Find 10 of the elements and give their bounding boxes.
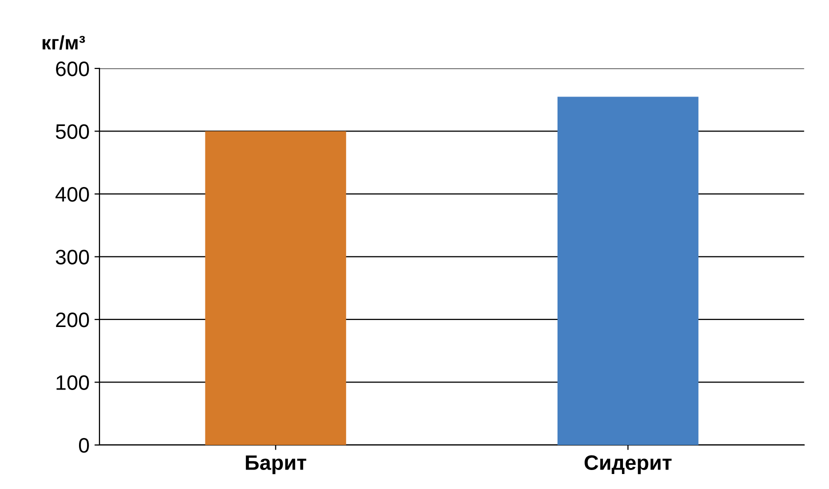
x-tick-label: Сидерит [584, 455, 672, 474]
y-tick-label: 400 [55, 186, 89, 202]
y-tick-label: 100 [56, 375, 89, 390]
y-axis-title: кг/м³ [42, 35, 85, 50]
x-tick-label: Барит [246, 455, 306, 474]
y-tick-label: 300 [56, 250, 89, 264]
y-tick-label: 0 [78, 438, 89, 453]
y-tick-label: 500 [56, 124, 89, 139]
y-tick-label: 200 [56, 312, 89, 328]
y-tick-label: 600 [56, 61, 89, 76]
